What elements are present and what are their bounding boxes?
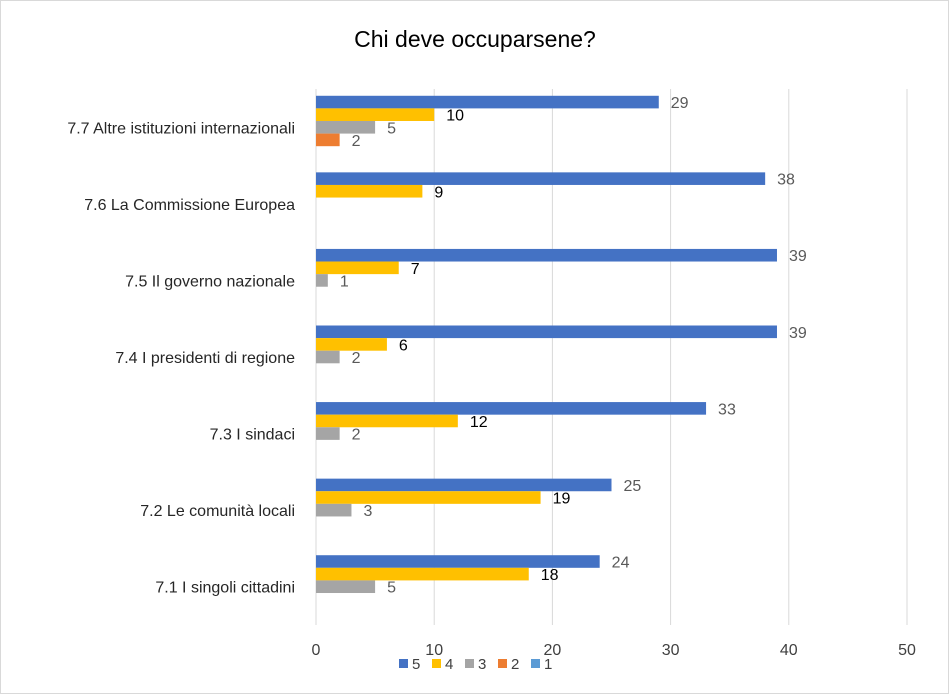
bar [316,261,399,275]
category-label: 7.1 I singoli cittadini [155,580,295,597]
x-tick-label: 20 [544,642,562,659]
data-label: 7 [411,261,420,278]
data-label: 18 [541,567,559,584]
data-label: 1 [340,273,349,290]
data-label: 33 [718,401,736,418]
category-label: 7.6 La Commissione Europea [84,197,295,214]
bar [316,133,340,147]
bar [316,503,352,517]
bar [316,274,328,287]
bar [316,414,458,428]
data-label: 3 [363,503,372,520]
data-label: 39 [789,325,807,342]
bar [316,338,387,351]
bar [316,427,340,440]
bar [316,567,529,581]
data-label: 19 [553,491,571,508]
bar [316,350,340,364]
legend-swatch [531,659,540,668]
bar [316,580,376,594]
category-label: 7.3 I sindaci [210,427,295,444]
category-label: 7.4 I presidenti di regione [115,350,295,367]
data-label: 2 [352,350,361,367]
legend-label: 3 [478,656,486,673]
data-label: 38 [777,172,795,189]
x-tick-label: 10 [425,642,443,659]
bar [316,491,541,504]
x-tick-label: 50 [898,642,916,659]
data-label: 2 [352,427,361,444]
bar [316,172,766,185]
bar [316,248,777,262]
bar [316,108,435,121]
bars [316,95,777,594]
data-label: 6 [399,337,408,354]
x-axis-tick-labels: 0 10 20 30 40 50 [312,642,916,659]
legend-label: 2 [511,656,519,673]
legend-swatch [498,659,507,668]
data-label: 24 [612,555,630,572]
x-tick-label: 0 [312,642,321,659]
bar [316,120,376,134]
data-label: 25 [624,478,642,495]
category-label: 7.2 Le comunità locali [140,503,295,520]
bar [316,325,777,339]
data-label: 5 [387,120,396,137]
data-label: 39 [789,248,807,265]
category-label: 7.5 Il governo nazionale [125,273,295,290]
legend-label: 4 [445,656,453,673]
bar [316,478,612,492]
bar [316,555,600,568]
legend: 5 4 3 2 1 [399,656,552,673]
bar [316,95,659,109]
data-label: 9 [434,184,443,201]
legend-swatch [465,659,474,668]
legend-label: 5 [412,656,420,673]
legend-label: 1 [544,656,552,673]
category-labels: 7.1 I singoli cittadini 7.2 Le comunità l… [67,120,295,596]
legend-swatch [432,659,441,668]
legend-swatch [399,659,408,668]
data-label: 5 [387,580,396,597]
bar [316,184,423,198]
bar [316,402,707,415]
x-tick-label: 30 [662,642,680,659]
category-label: 7.7 Altre istituzioni internazionali [67,120,295,137]
data-label: 29 [671,95,689,112]
data-label: 10 [446,108,464,125]
x-tick-label: 40 [780,642,798,659]
chart-title: Chi deve occuparsene? [354,26,596,52]
data-label: 12 [470,414,488,431]
gridlines [315,89,908,625]
data-label: 2 [352,133,361,150]
